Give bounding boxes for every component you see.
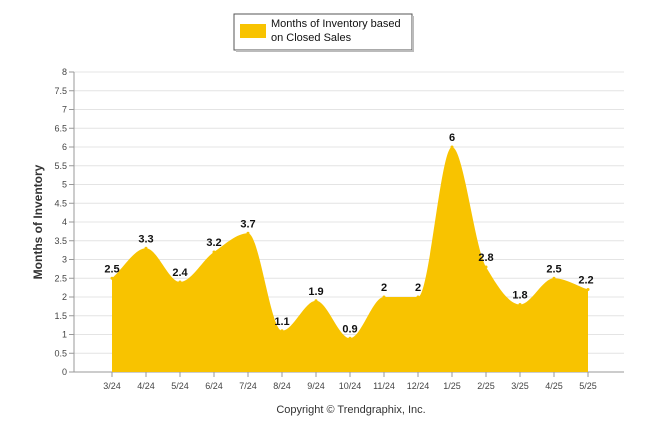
data-point	[178, 280, 182, 284]
x-tick-label: 6/24	[205, 381, 223, 391]
data-label: 1.9	[308, 286, 323, 298]
copyright-credit: Copyright © Trendgraphix, Inc.	[276, 404, 425, 416]
data-point	[450, 145, 454, 149]
data-label: 2.4	[172, 267, 188, 279]
y-tick-label: 3.5	[54, 236, 67, 246]
legend-label-line1: Months of Inventory based	[271, 18, 401, 30]
data-label: 6	[449, 132, 455, 144]
data-point	[314, 299, 318, 303]
data-label: 2.5	[546, 263, 561, 275]
x-tick-label: 2/25	[477, 381, 495, 391]
data-point	[144, 246, 148, 250]
data-label: 2.8	[478, 252, 493, 264]
area-layer	[110, 145, 590, 372]
y-axis: 0 0.5 1 1.5 2 2.5 3 3.5 4 4.5 5 5.5 6 6.5 7 7.5 8	[54, 67, 75, 377]
x-tick-label: 4/24	[137, 381, 155, 391]
legend-label-line2: on Closed Sales	[271, 32, 352, 44]
data-label: 2.5	[104, 263, 119, 275]
data-label: 3.2	[206, 237, 221, 249]
data-point	[280, 329, 284, 333]
x-tick-label: 1/25	[443, 381, 461, 391]
y-axis-title: Months of Inventory	[31, 164, 45, 279]
data-point	[212, 250, 216, 254]
y-tick-label: 6	[62, 142, 67, 152]
legend-box-shadow-bottom	[236, 50, 414, 52]
data-point	[552, 276, 556, 280]
data-label: 3.3	[138, 233, 153, 245]
data-label: 2.2	[578, 275, 593, 287]
x-tick-label: 8/24	[273, 381, 291, 391]
y-tick-label: 5	[62, 180, 67, 190]
y-tick-label: 8	[62, 67, 67, 77]
data-label: 0.9	[342, 323, 357, 335]
x-tick-label: 5/25	[579, 381, 597, 391]
y-tick-label: 2	[62, 292, 67, 302]
x-axis: 3/24 4/24 5/24 6/24 7/24 8/24 9/24 10/24 11/24 12…	[103, 372, 597, 391]
y-tick-label: 0	[62, 367, 67, 377]
x-tick-label: 9/24	[307, 381, 325, 391]
y-tick-label: 1	[62, 330, 67, 340]
y-tick-label: 7	[62, 105, 67, 115]
series-area	[112, 147, 588, 372]
data-point	[348, 336, 352, 340]
data-point	[246, 231, 250, 235]
y-tick-label: 5.5	[54, 161, 67, 171]
y-tick-label: 2.5	[54, 273, 67, 283]
data-label: 1.8	[512, 290, 527, 302]
y-tick-label: 3	[62, 255, 67, 265]
data-point	[586, 288, 590, 291]
data-label: 2	[415, 282, 421, 294]
data-point	[518, 303, 522, 306]
y-tick-label: 4.5	[54, 198, 67, 208]
y-tick-label: 1.5	[54, 311, 67, 321]
legend-swatch	[240, 24, 266, 38]
x-tick-label: 5/24	[171, 381, 189, 391]
x-tick-label: 11/24	[373, 381, 395, 391]
y-tick-label: 4	[62, 217, 67, 227]
data-label: 1.1	[274, 316, 289, 328]
legend-box-shadow	[412, 16, 414, 52]
x-tick-label: 3/24	[103, 381, 121, 391]
y-tick-label: 0.5	[54, 348, 67, 358]
y-tick-label: 7.5	[54, 86, 67, 96]
data-labels: 2.5 3.3 2.4 3.2 3.7 1.1 1.9 0.9 2 2 6 2.8 1.8 2.5 2.2	[104, 132, 593, 335]
y-tick-label: 6.5	[54, 123, 67, 133]
x-tick-label: 4/25	[545, 381, 563, 391]
x-tick-label: 10/24	[339, 381, 362, 391]
data-point	[382, 295, 386, 299]
data-point	[110, 276, 114, 280]
legend: Months of Inventory based on Closed Sale…	[233, 13, 414, 52]
data-point	[484, 265, 488, 269]
data-label: 3.7	[240, 218, 255, 230]
x-tick-label: 7/24	[239, 381, 257, 391]
data-label: 2	[381, 282, 387, 294]
data-point	[416, 295, 420, 299]
x-tick-label: 12/24	[407, 381, 430, 391]
x-tick-label: 3/25	[511, 381, 529, 391]
